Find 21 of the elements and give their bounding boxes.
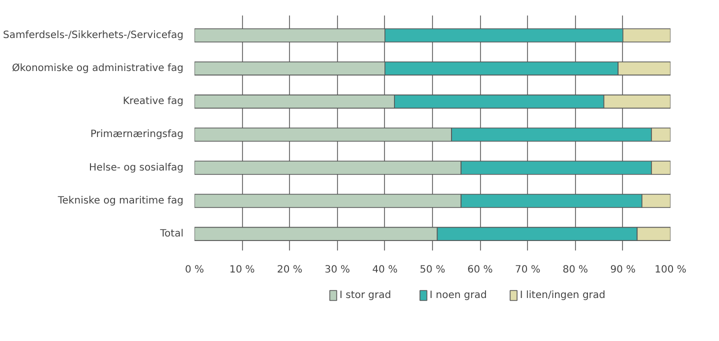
x-tick-label: 40 % xyxy=(372,264,398,276)
y-tick-label: Total xyxy=(159,228,184,240)
legend-label: I liten/ingen grad xyxy=(520,290,606,301)
y-tick-label: Helse- og sosialfag xyxy=(89,162,184,174)
x-tick-label: 60 % xyxy=(467,264,493,276)
x-tick-label: 30 % xyxy=(324,264,350,276)
y-tick-label: Kreative fag xyxy=(122,96,184,108)
x-tick-label: 70 % xyxy=(514,264,540,276)
y-tick-label: Økonomiske og administrative fag xyxy=(12,62,184,74)
x-tick-label: 100 % xyxy=(654,264,686,276)
x-tick-label: 0 % xyxy=(184,264,204,276)
legend-label: I noen grad xyxy=(430,290,487,301)
x-tick-label: 20 % xyxy=(276,264,302,276)
y-tick-label: Tekniske og maritime fag xyxy=(56,195,184,206)
y-tick-label: Samferdsels-/Sikkerhets-/Servicefag xyxy=(3,30,184,41)
x-tick-label: 10 % xyxy=(229,264,255,276)
x-tick-label: 90 % xyxy=(610,264,636,276)
y-tick-label: Primærnæringsfag xyxy=(90,129,184,140)
legend-label: I stor grad xyxy=(339,290,392,301)
x-tick-label: 50 % xyxy=(420,264,446,276)
x-tick-label: 80 % xyxy=(562,264,588,276)
